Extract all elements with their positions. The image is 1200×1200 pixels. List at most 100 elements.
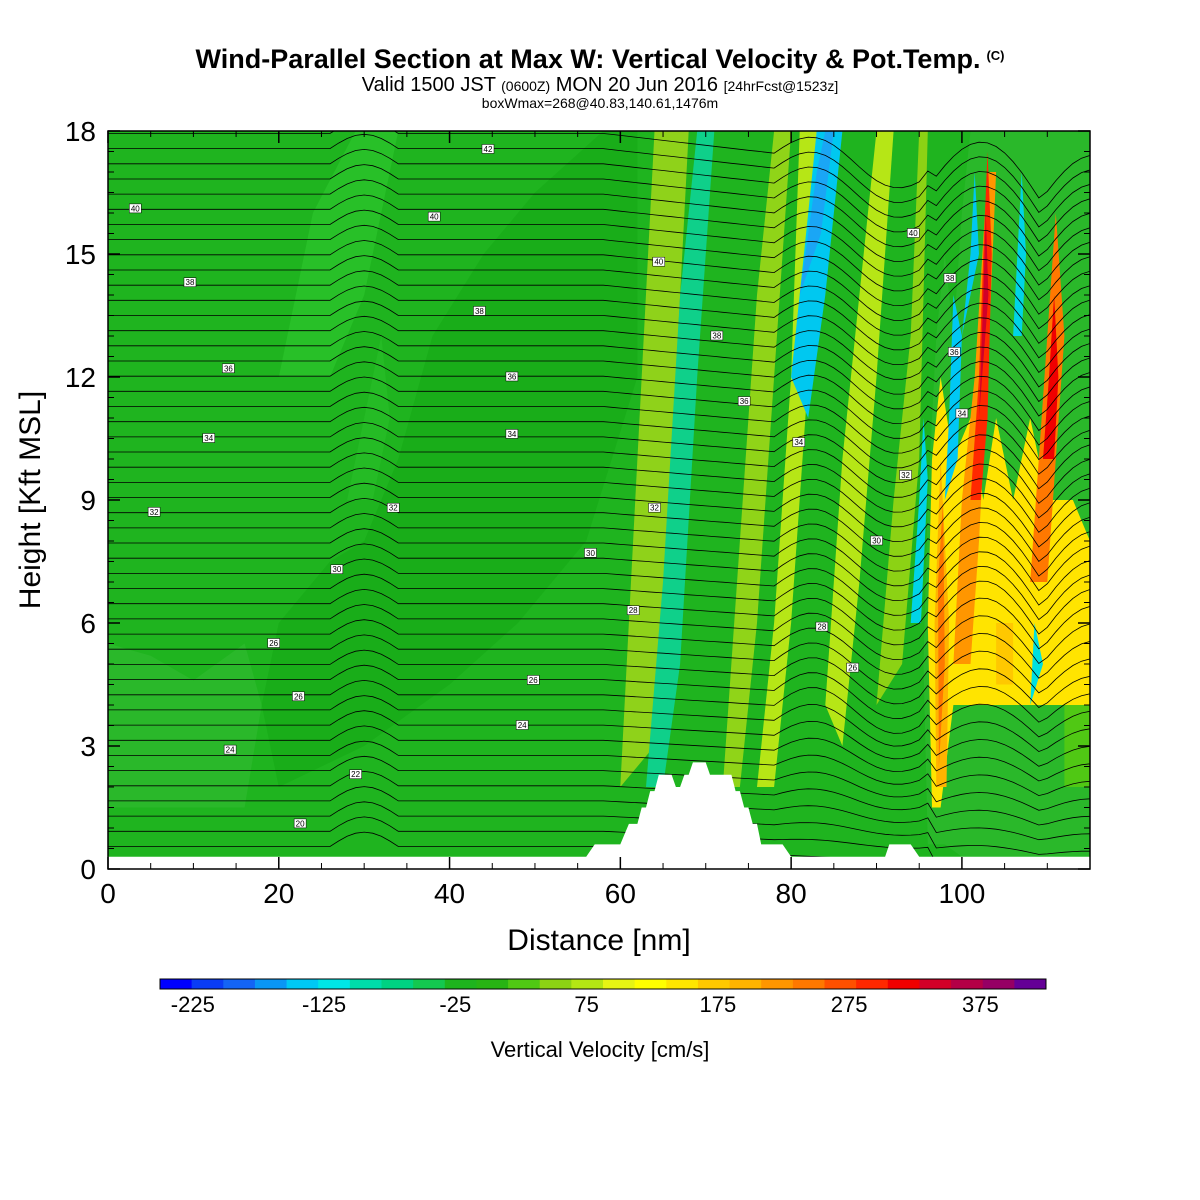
svg-text:26: 26 [294, 692, 303, 701]
theta-label: 36 [737, 396, 751, 406]
velocity-band [1030, 213, 1065, 582]
theta-contour [108, 209, 1090, 286]
velocity-band [996, 623, 1014, 685]
svg-text:30: 30 [332, 565, 341, 574]
svg-text:38: 38 [186, 278, 195, 287]
colorbar-swatch [666, 979, 699, 989]
theta-contour [108, 148, 1090, 228]
theta-contour [108, 664, 1090, 723]
theta-contour [108, 164, 1090, 243]
theta-label: 34 [505, 429, 519, 439]
svg-text:34: 34 [957, 409, 966, 418]
valid-date: MON 20 Jun 2016 [555, 74, 719, 96]
colorbar-swatch [729, 979, 762, 989]
svg-text:24: 24 [226, 746, 235, 755]
theta-contour [108, 740, 1090, 797]
theta-contour [108, 588, 1090, 650]
theta-contour [108, 497, 1090, 562]
svg-text:26: 26 [848, 664, 857, 673]
theta-label: 38 [473, 306, 486, 316]
svg-text:40: 40 [430, 213, 439, 222]
svg-text:40: 40 [909, 229, 918, 238]
chart-subtitle: Valid 1500 JST (0600Z) MON 20 Jun 2016 [… [0, 75, 1200, 96]
theta-label: 40 [652, 256, 666, 267]
theta-contour [108, 710, 1090, 767]
colorbar-swatch [951, 979, 984, 989]
colorbar-tick-label: -25 [439, 992, 471, 1017]
forecast-info: [24hrFcst@1523z] [723, 78, 839, 94]
theta-contour [108, 346, 1090, 417]
theta-contours [108, 131, 1090, 869]
colorbar-swatch [697, 979, 731, 989]
colorbar-swatch [792, 979, 825, 989]
svg-text:38: 38 [712, 332, 721, 341]
colorbar-swatch [824, 979, 857, 989]
theta-contour [108, 528, 1090, 592]
theta-label: 40 [129, 203, 142, 213]
svg-text:38: 38 [946, 274, 955, 283]
theta-label: 38 [710, 330, 724, 341]
svg-text:30: 30 [586, 549, 595, 558]
colorbar-swatch [223, 979, 256, 989]
svg-text:32: 32 [650, 504, 659, 513]
box-wmax-info: boxWmax=268@40.83,140.61,1476m [481, 95, 719, 111]
theta-contour-labels: 42 40 40 40 40 38 38 38 38 36 36 36 36 34 34 34 34 32 32 32… [129, 144, 969, 828]
theta-contour [108, 224, 1090, 301]
svg-text:38: 38 [475, 307, 484, 316]
theta-contour [108, 649, 1090, 709]
x-axis: 0 20 40 60 80 100 [100, 131, 1091, 909]
theta-contour [108, 300, 1090, 373]
theta-contour [108, 406, 1090, 475]
theta-label: 28 [815, 621, 829, 632]
colorbar-swatch [160, 979, 193, 989]
colorbar-tick-label: -125 [302, 992, 346, 1017]
velocity-band [261, 131, 638, 787]
theta-label: 32 [386, 502, 400, 513]
colorbar-swatch [413, 979, 446, 989]
colorbar-swatch [887, 979, 920, 989]
theta-contour [108, 513, 1090, 577]
colorbar-swatch [381, 979, 414, 989]
velocity-band [825, 131, 894, 746]
svg-text:36: 36 [740, 397, 749, 406]
theta-contour [108, 391, 1090, 461]
svg-text:36: 36 [507, 373, 516, 382]
svg-text:34: 34 [204, 434, 213, 443]
theta-contour [108, 482, 1090, 548]
theta-label: 20 [293, 818, 307, 828]
theta-label: 22 [349, 769, 362, 779]
y-tick-label: 3 [80, 731, 96, 762]
theta-label: 26 [846, 662, 859, 673]
theta-label: 40 [427, 211, 441, 222]
colorbar-swatch [349, 979, 382, 989]
colorbar-frame [159, 978, 1047, 990]
theta-contour [108, 255, 1090, 330]
y-tick-label: 9 [80, 485, 96, 516]
theta-label: 24 [515, 720, 529, 730]
theta-contour [108, 376, 1090, 446]
theta-label: 38 [183, 277, 197, 287]
valid-time: Valid 1500 JST [361, 74, 496, 96]
velocity-band [938, 500, 945, 767]
terrain-profile [108, 762, 1090, 869]
theta-contour [108, 543, 1090, 606]
velocity-band [1030, 623, 1043, 705]
colorbar-swatch [539, 979, 572, 989]
theta-label: 28 [626, 605, 640, 615]
theta-contour [108, 558, 1090, 621]
x-tick-label: 100 [939, 878, 986, 909]
theta-contour [108, 179, 1090, 257]
velocity-band [722, 131, 792, 787]
theta-label: 32 [147, 507, 161, 517]
theta-label: 34 [955, 408, 969, 418]
y-tick-label: 0 [80, 854, 96, 885]
colorbar-swatch [191, 979, 224, 989]
x-tick-label: 20 [263, 878, 294, 909]
theta-contour [108, 695, 1090, 753]
colorbar-swatch [254, 979, 288, 989]
colorbar-swatch [286, 979, 319, 989]
theta-label: 34 [202, 433, 216, 443]
svg-text:20: 20 [296, 819, 305, 828]
svg-text:36: 36 [950, 348, 959, 357]
